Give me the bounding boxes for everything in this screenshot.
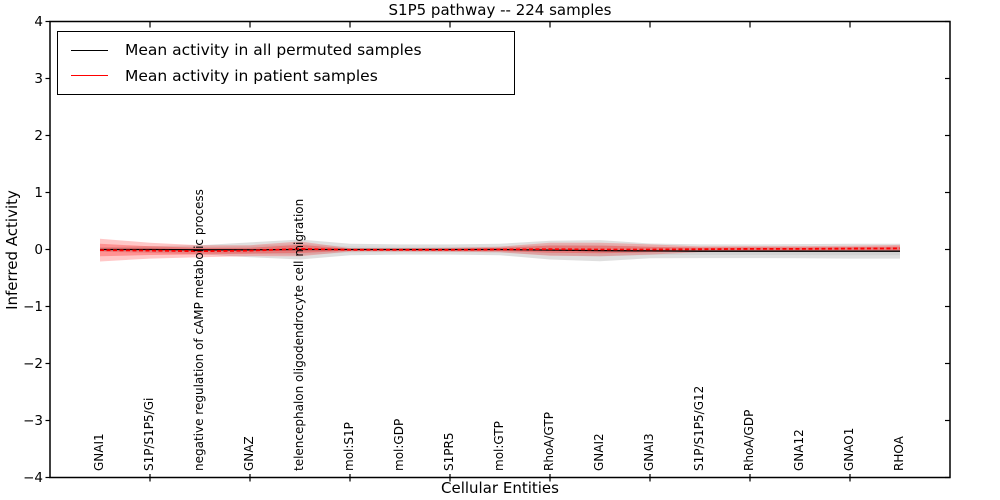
x-tick-label: RhoA/GTP <box>542 412 556 471</box>
x-tick-label: RhoA/GDP <box>742 409 756 471</box>
legend-item-label: Mean activity in patient samples <box>125 66 378 85</box>
x-tick-label: mol:GDP <box>392 418 406 471</box>
legend-item: Mean activity in all permuted samples <box>58 41 514 59</box>
y-axis-title: Inferred Activity <box>3 190 21 310</box>
legend-line-sample-icon <box>71 75 108 77</box>
y-tick-label: −4 <box>23 469 43 486</box>
x-axis-title: Cellular Entities <box>441 479 559 497</box>
y-tick-label: −1 <box>23 298 43 315</box>
y-tick-label: −2 <box>23 355 43 372</box>
x-tick-label: GNAI3 <box>642 433 656 471</box>
y-tick-label: −3 <box>23 412 43 429</box>
x-tick-label: mol:GTP <box>492 421 506 471</box>
x-tick-label: GNAI1 <box>92 433 106 471</box>
y-tick-label: 1 <box>34 184 43 201</box>
legend: Mean activity in all permuted samples Me… <box>57 31 515 95</box>
x-tick-label: GNAI2 <box>592 433 606 471</box>
legend-item: Mean activity in patient samples <box>58 67 514 85</box>
chart-title: S1P5 pathway -- 224 samples <box>388 1 612 19</box>
y-tick-label: 3 <box>34 70 43 87</box>
x-tick-label: GNAZ <box>242 436 256 471</box>
x-tick-label: S1P/S1P5/Gi <box>142 397 156 471</box>
patient-mean-line <box>99 247 901 253</box>
x-tick-label: negative regulation of cAMP metabolic pr… <box>192 189 206 471</box>
x-tick-label: RHOA <box>892 436 906 471</box>
y-tick-label: 2 <box>34 127 43 144</box>
x-tick-label: S1P/S1P5/G12 <box>692 385 706 471</box>
x-tick-label: telencephalon oligodendrocyte cell migra… <box>292 198 306 471</box>
x-tick-label: GNAO1 <box>842 427 856 471</box>
x-tick-label: mol:S1P <box>342 422 356 471</box>
y-tick-label: 0 <box>34 241 43 258</box>
legend-line-sample-icon <box>71 49 108 51</box>
x-tick-label: GNA12 <box>792 429 806 471</box>
legend-item-label: Mean activity in all permuted samples <box>125 41 422 60</box>
x-tick-label: S1PR5 <box>442 432 456 471</box>
y-tick-label: 4 <box>34 13 43 30</box>
